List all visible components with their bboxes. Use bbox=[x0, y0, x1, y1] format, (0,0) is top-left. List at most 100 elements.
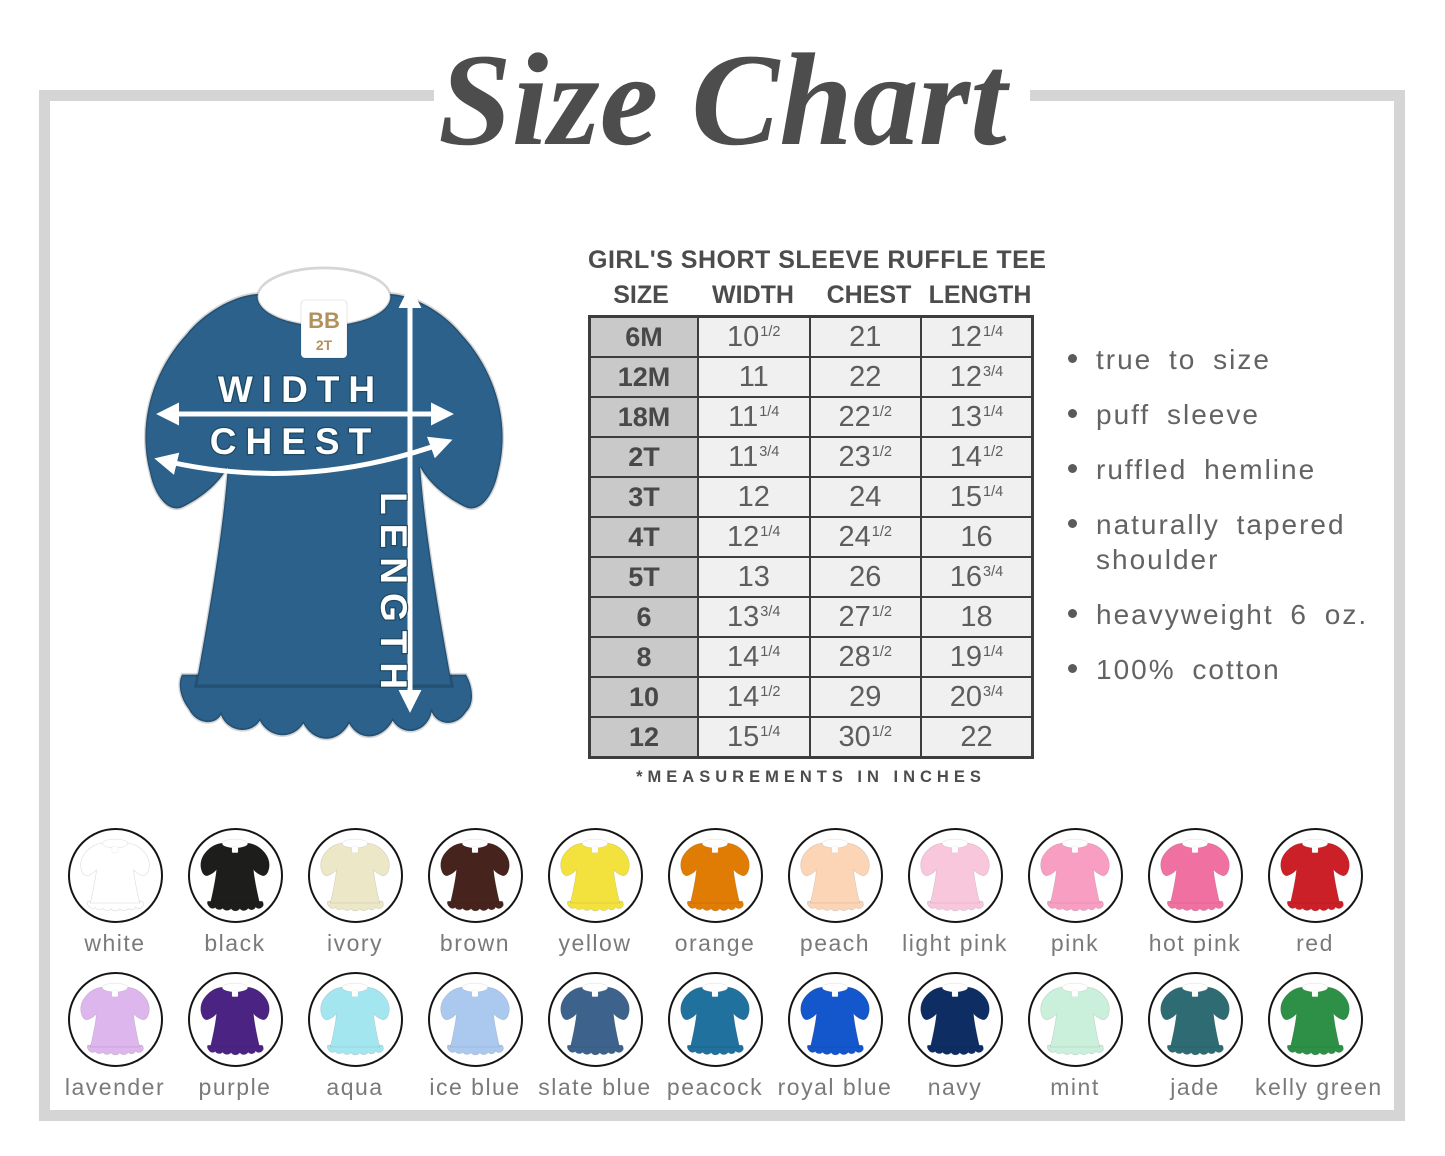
feature-text: naturally tapered shoulder bbox=[1096, 509, 1346, 575]
tee-icon bbox=[440, 838, 510, 911]
swatch-circle bbox=[1147, 828, 1243, 923]
feature-item: naturally tapered shoulder bbox=[1066, 507, 1398, 577]
tee-icon bbox=[80, 838, 150, 911]
tee-icon bbox=[1160, 982, 1230, 1055]
measurement-arrows-overlay: BB 2T WIDTH CHEST LENGTH bbox=[154, 285, 454, 713]
size-cell: 10 bbox=[588, 676, 699, 718]
swatch-label: lavender bbox=[64, 1074, 166, 1100]
swatch-label: ice blue bbox=[429, 1074, 521, 1100]
table-heading: GIRL'S SHORT SLEEVE RUFFLE TEE bbox=[588, 246, 1047, 274]
neck-tag-size: 2T bbox=[316, 337, 333, 353]
tee-icon bbox=[1280, 982, 1350, 1055]
swatch-circle bbox=[307, 972, 403, 1067]
color-swatch-lavender: lavender bbox=[55, 972, 175, 1101]
tee-icon bbox=[920, 838, 990, 911]
swatch-label: royal blue bbox=[777, 1074, 893, 1100]
swatch-label: purple bbox=[198, 1074, 272, 1100]
swatch-circle bbox=[667, 972, 763, 1067]
swatch-circle bbox=[547, 828, 643, 923]
color-swatch-peacock: peacock bbox=[655, 972, 775, 1101]
size-cell: 18M bbox=[588, 396, 699, 438]
swatch-label: yellow bbox=[558, 930, 632, 956]
tee-icon bbox=[320, 982, 390, 1055]
chest-cell: 221/2 bbox=[808, 396, 922, 438]
bullet-icon bbox=[1068, 464, 1077, 473]
swatch-circle bbox=[1147, 972, 1243, 1067]
page-title: Size Chart bbox=[438, 26, 1007, 173]
width-cell: 11 bbox=[697, 356, 811, 398]
chest-cell: 26 bbox=[808, 556, 922, 598]
feature-text: heavyweight 6 oz. bbox=[1096, 599, 1369, 630]
swatch-row-2: lavender purple aqua ice blue bbox=[55, 972, 1385, 1101]
table-row: 6 133/4 271/2 18 bbox=[588, 596, 1034, 638]
length-cell: 131/4 bbox=[920, 396, 1034, 438]
tee-icon bbox=[560, 838, 630, 911]
tee-icon bbox=[680, 982, 750, 1055]
feature-item: ruffled hemline bbox=[1066, 452, 1398, 487]
swatch-circle bbox=[187, 828, 283, 923]
feature-item: puff sleeve bbox=[1066, 397, 1398, 432]
size-cell: 4T bbox=[588, 516, 699, 558]
color-swatch-peach: peach bbox=[775, 828, 895, 957]
size-cell: 6 bbox=[588, 596, 699, 638]
length-cell: 141/2 bbox=[920, 436, 1034, 478]
color-swatch-light-pink: light pink bbox=[895, 828, 1015, 957]
color-swatch-ice-blue: ice blue bbox=[415, 972, 535, 1101]
table-row: 2T 113/4 231/2 141/2 bbox=[588, 436, 1034, 478]
bullet-icon bbox=[1068, 519, 1077, 528]
length-label: LENGTH bbox=[373, 492, 414, 698]
size-cell: 8 bbox=[588, 636, 699, 678]
color-swatch-slate-blue: slate blue bbox=[535, 972, 655, 1101]
tee-icon bbox=[1160, 838, 1230, 911]
swatch-circle bbox=[427, 972, 523, 1067]
swatch-label: orange bbox=[674, 930, 756, 956]
feature-item: heavyweight 6 oz. bbox=[1066, 597, 1398, 632]
size-cell: 6M bbox=[588, 315, 699, 358]
tee-icon bbox=[80, 982, 150, 1055]
bullet-icon bbox=[1068, 609, 1077, 618]
swatch-circle bbox=[1267, 828, 1363, 923]
tee-icon bbox=[1280, 838, 1350, 911]
frame-top-right-segment bbox=[1030, 90, 1405, 101]
size-table: 6M 101/2 21 121/4 12M 11 22 123/4 18M 11… bbox=[588, 315, 1034, 759]
neck-tag-brand: BB bbox=[308, 308, 340, 333]
size-cell: 12 bbox=[588, 716, 699, 759]
width-cell: 13 bbox=[697, 556, 811, 598]
feature-text: 100% cotton bbox=[1096, 654, 1281, 685]
swatch-label: pink bbox=[1050, 930, 1100, 956]
tee-icon bbox=[320, 838, 390, 911]
tee-measurement-diagram: BB 2T WIDTH CHEST LENGTH bbox=[95, 242, 553, 790]
color-swatch-kelly-green: kelly green bbox=[1255, 972, 1381, 1101]
color-swatch-purple: purple bbox=[175, 972, 295, 1101]
length-cell: 191/4 bbox=[920, 636, 1034, 678]
swatch-label: peach bbox=[799, 930, 871, 956]
swatch-circle bbox=[187, 972, 283, 1067]
chest-cell: 231/2 bbox=[808, 436, 922, 478]
feature-item: 100% cotton bbox=[1066, 652, 1398, 687]
swatch-circle bbox=[907, 828, 1003, 923]
tee-icon bbox=[440, 982, 510, 1055]
swatch-label: red bbox=[1296, 930, 1334, 956]
width-cell: 151/4 bbox=[697, 716, 811, 759]
swatch-label: light pink bbox=[902, 930, 1008, 956]
tee-icon bbox=[560, 982, 630, 1055]
length-cell: 22 bbox=[920, 716, 1034, 759]
size-cell: 5T bbox=[588, 556, 699, 598]
swatch-label: aqua bbox=[326, 1074, 384, 1100]
col-header-chest: CHEST bbox=[826, 281, 912, 309]
size-table-rows: 6M 101/2 21 121/4 12M 11 22 123/4 18M 11… bbox=[588, 315, 1034, 759]
table-row: 12M 11 22 123/4 bbox=[588, 356, 1034, 398]
width-cell: 101/2 bbox=[697, 315, 811, 358]
swatch-label: navy bbox=[927, 1074, 983, 1100]
length-cell: 18 bbox=[920, 596, 1034, 638]
table-row: 5T 13 26 163/4 bbox=[588, 556, 1034, 598]
swatch-circle bbox=[67, 828, 163, 923]
tee-icon bbox=[1040, 982, 1110, 1055]
chest-cell: 24 bbox=[808, 476, 922, 518]
swatch-circle bbox=[907, 972, 1003, 1067]
swatch-label: jade bbox=[1170, 1074, 1220, 1100]
swatch-circle bbox=[67, 972, 163, 1067]
width-cell: 141/4 bbox=[697, 636, 811, 678]
chest-cell: 29 bbox=[808, 676, 922, 718]
